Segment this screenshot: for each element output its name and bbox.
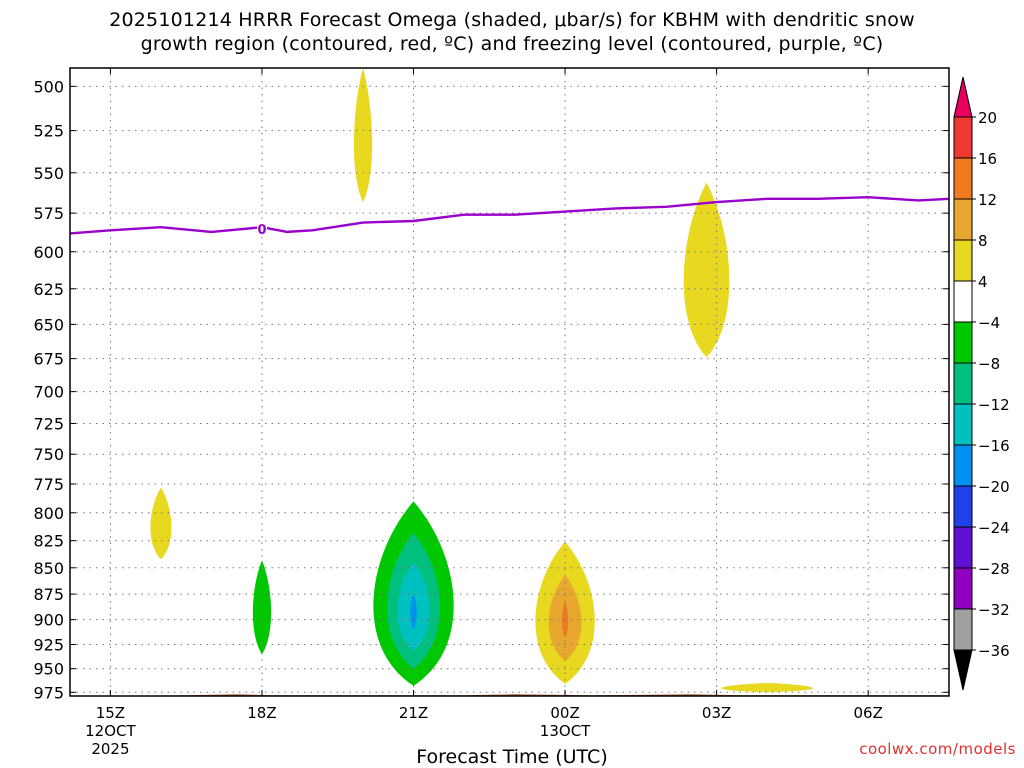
y-tick-label: 750 [33,445,64,464]
omega-region-sinking-yellow-16z [150,487,172,560]
colorbar-label: 16 [978,150,997,168]
colorbar-swatch [953,280,973,323]
colorbar-swatch [953,485,973,528]
omega-region-upward-green-18z [252,560,272,655]
colorbar-swatch [953,444,973,487]
y-tick-label: 725 [33,414,64,433]
y-tick-label: 775 [33,475,64,494]
y-tick-label: 850 [33,559,64,578]
y-tick-label: 575 [33,204,64,223]
colorbar-label: −24 [978,519,1010,537]
y-tick-label: 975 [33,683,64,702]
omega-shading [70,68,949,696]
x-tick-date: 12OCT [85,722,136,740]
omega-region-upward-blue-21z [410,594,417,630]
colorbar-swatch [953,157,973,200]
colorbar-label: 8 [978,232,988,250]
y-tick-label: 800 [33,504,64,523]
colorbar-swatch [953,362,973,405]
grid-lines [70,68,949,696]
colorbar-swatch [953,608,973,651]
y-tick-label: 525 [33,122,64,141]
x-tick-date: 13OCT [540,722,591,740]
colorbar-swatch [953,526,973,569]
y-tick-label: 625 [33,280,64,299]
colorbar-label: −4 [978,314,1000,332]
colorbar-swatch [953,116,973,159]
x-tick-label: 00Z [550,704,579,722]
y-axis: 500 525 550 575 600 625 650 675 700 725 750 775 800 8… [33,77,949,702]
x-axis-title: Forecast Time (UTC) [416,746,608,768]
y-tick-label: 500 [33,77,64,96]
colorbar-swatch [953,321,973,364]
omega-region-sinking-yellow-20z [353,68,373,203]
omega-region-sinking-yellow-04z [721,682,813,693]
x-tick-label: 03Z [702,704,731,722]
colorbar-swatch [953,403,973,446]
colorbar-top-arrow [953,76,973,118]
y-tick-label: 925 [33,636,64,655]
colorbar-label: −16 [978,437,1010,455]
freezing-level-label-bg [256,220,267,236]
colorbar-bottom-arrow [953,649,973,691]
credit-text: coolwx.com/models [859,740,1016,758]
chart-title-line2: growth region (contoured, red, ºC) and f… [140,33,884,55]
colorbar-swatch [953,198,973,241]
x-tick-label: 06Z [853,704,882,722]
colorbar-label: 20 [978,109,997,127]
y-tick-label: 650 [33,315,64,334]
x-tick-label: 18Z [247,704,276,722]
colorbar-label: −12 [978,396,1010,414]
colorbar: 20 16 12 8 4 −4 −8 −12 −16 −20 −24 −28 −32 −36 [953,76,1010,691]
colorbar-label: 4 [978,273,988,291]
y-tick-label: 600 [33,243,64,262]
colorbar-label: 12 [978,191,997,209]
plot-background [70,68,949,696]
x-tick-year: 2025 [91,740,129,758]
x-tick-label: 15Z [96,704,125,722]
colorbar-label: −32 [978,601,1010,619]
freezing-level-line [70,196,949,235]
y-tick-label: 950 [33,660,64,679]
omega-region-sinking-yellow-03z [683,182,730,358]
chart-title-line1: 2025101214 HRRR Forecast Omega (shaded, … [109,9,915,31]
freezing-level-label: 0 [257,223,266,238]
plot-border [69,67,950,697]
colorbar-swatch [953,567,973,610]
colorbar-label: −8 [978,355,1000,373]
colorbar-label: −36 [978,642,1010,660]
colorbar-swatch [953,239,973,282]
colorbar-label: −28 [978,560,1010,578]
chart-title: 2025101214 HRRR Forecast Omega (shaded, … [0,8,1024,56]
y-tick-label: 825 [33,532,64,551]
y-tick-label: 875 [33,585,64,604]
colorbar-label: −20 [978,478,1010,496]
y-tick-label: 900 [33,611,64,630]
x-tick-label: 21Z [399,704,428,722]
y-tick-label: 675 [33,350,64,369]
y-tick-label: 700 [33,383,64,402]
y-tick-label: 550 [33,164,64,183]
